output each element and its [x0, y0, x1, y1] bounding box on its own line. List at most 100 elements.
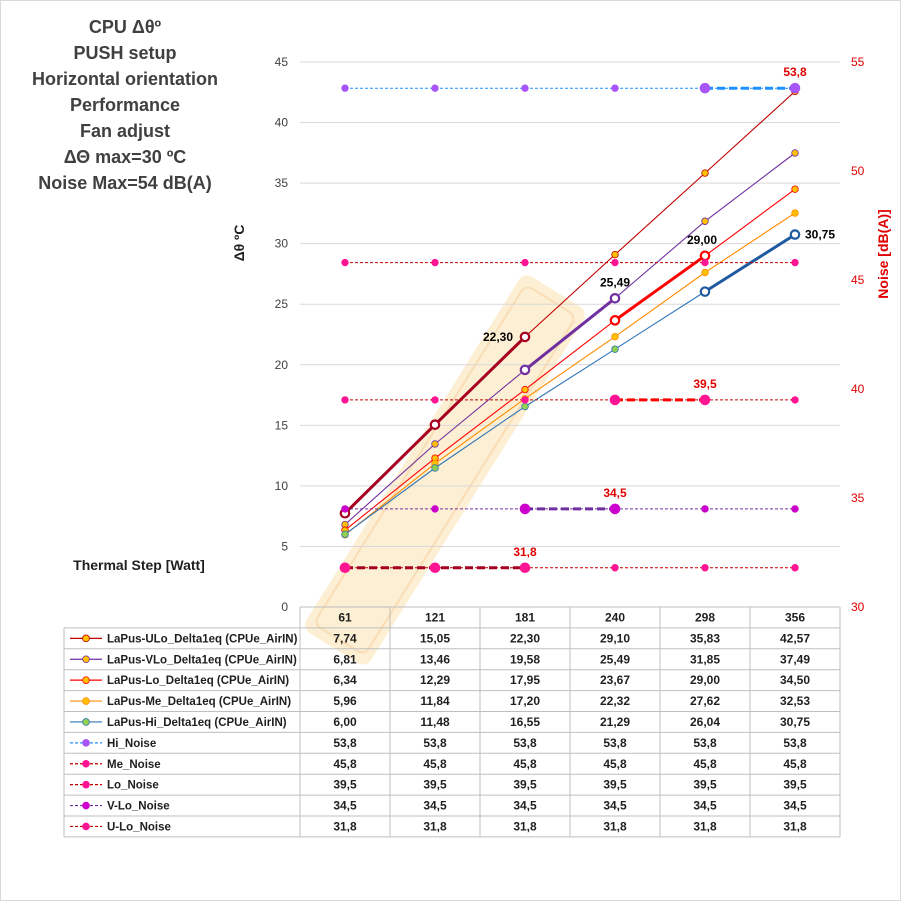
table-cell: 22,30 — [510, 631, 540, 645]
table-cell: 6,81 — [333, 652, 357, 666]
legend-key-marker — [82, 676, 90, 684]
x-category-label: 121 — [425, 610, 445, 624]
table-cell: 34,5 — [603, 799, 627, 813]
data-point — [609, 394, 621, 406]
table-cell: 34,5 — [513, 799, 537, 813]
data-point — [429, 419, 441, 431]
table-cell: 26,04 — [690, 715, 720, 729]
table-cell: 19,58 — [510, 652, 540, 666]
data-point — [789, 229, 801, 240]
table-cell: 39,5 — [783, 778, 807, 792]
data-point — [519, 562, 531, 574]
table-cell: 11,48 — [420, 715, 450, 729]
series-7 — [341, 394, 799, 406]
table-cell: 31,8 — [693, 819, 717, 833]
legend-entry: Me_Noise — [107, 759, 161, 771]
table-cell: 34,50 — [780, 673, 810, 687]
data-point — [431, 258, 439, 267]
table-cell: 15,05 — [420, 631, 450, 645]
y-left-tick-label: 35 — [275, 176, 289, 190]
legend-key-marker — [82, 759, 90, 768]
data-point — [701, 169, 709, 177]
data-label: 25,49 — [600, 275, 630, 289]
legend-entry: V-Lo_Noise — [107, 801, 170, 813]
table-cell: 45,8 — [693, 757, 717, 771]
data-label: 31,8 — [513, 545, 537, 559]
data-point — [699, 286, 711, 297]
data-label: 29,00 — [687, 233, 717, 247]
table-cell: 37,49 — [780, 652, 810, 666]
legend-entry: Hi_Noise — [107, 738, 156, 750]
legend-entry: LaPus-ULo_Delta1eq (CPUe_AirIN) — [107, 633, 298, 645]
table-cell: 21,29 — [600, 715, 630, 729]
data-point — [521, 385, 529, 394]
data-label: 53,8 — [783, 65, 807, 79]
series-highlight — [614, 254, 706, 322]
legend-key-marker — [82, 655, 90, 664]
table-cell: 53,8 — [693, 736, 717, 750]
table-cell: 45,8 — [783, 757, 807, 771]
x-category-label: 356 — [785, 610, 805, 624]
data-point — [609, 292, 621, 304]
table-cell: 39,5 — [513, 778, 537, 792]
table-cell: 53,8 — [783, 736, 807, 750]
data-point — [701, 258, 709, 267]
data-point — [429, 562, 441, 574]
table-cell: 34,5 — [783, 799, 807, 813]
data-point — [341, 530, 349, 539]
table-cell: 32,53 — [780, 694, 810, 708]
y-right-tick-label: 55 — [851, 55, 865, 69]
chart-title-line: Noise Max=54 dB(A) — [38, 173, 212, 193]
y-right-tick-label: 30 — [851, 600, 865, 614]
data-point — [791, 149, 799, 157]
table-cell: 30,75 — [780, 715, 810, 729]
data-table — [63, 606, 841, 838]
data-point — [431, 464, 439, 472]
chart-title-line: CPU Δθº — [89, 17, 162, 37]
legend-key-marker — [82, 634, 90, 643]
data-point — [521, 258, 529, 267]
table-cell: 31,8 — [423, 819, 447, 833]
table-cell: 53,8 — [333, 736, 357, 750]
table-cell: 27,62 — [690, 694, 720, 708]
table-cell: 45,8 — [603, 757, 627, 771]
y-left-tick-label: 25 — [275, 297, 289, 311]
series-highlight — [524, 297, 616, 372]
table-cell: 22,32 — [600, 694, 630, 708]
data-point — [431, 396, 439, 404]
legend-key-marker — [82, 697, 90, 705]
x-category-label: 240 — [605, 610, 625, 624]
data-point — [699, 394, 711, 406]
y-left-tick-label: 45 — [275, 55, 289, 69]
data-point — [341, 396, 349, 404]
legend-key-marker — [82, 801, 90, 810]
table-cell: 5,96 — [333, 694, 357, 708]
y-left-tick-label: 20 — [275, 358, 289, 372]
legend-key-marker — [82, 822, 90, 831]
data-point — [611, 258, 619, 267]
data-point — [611, 84, 619, 92]
table-cell: 35,83 — [690, 631, 720, 645]
x-category-label: 181 — [515, 610, 535, 624]
series-2 — [341, 185, 799, 534]
table-cell: 34,5 — [333, 799, 357, 813]
data-point — [701, 217, 709, 225]
watermark-logo — [305, 275, 585, 665]
table-cell: 7,74 — [333, 631, 357, 645]
chart-title-line: Horizontal orientation — [32, 69, 218, 89]
legend-key-marker — [82, 718, 90, 726]
legend-key-marker — [82, 780, 90, 789]
data-point — [791, 258, 799, 267]
data-point — [609, 503, 621, 515]
y-left-tick-label: 10 — [275, 479, 289, 493]
table-cell: 29,00 — [690, 673, 720, 687]
y-left-tick-label: 5 — [281, 539, 288, 553]
y-left-tick-label: 40 — [275, 116, 289, 130]
data-point — [519, 364, 531, 376]
y-right-tick-label: 45 — [851, 273, 865, 287]
data-point — [699, 82, 711, 94]
series-5 — [341, 82, 801, 94]
table-cell: 6,00 — [333, 715, 357, 729]
series-6 — [341, 258, 799, 267]
y-right-axis-title: Noise [dB(A)] — [875, 209, 891, 298]
